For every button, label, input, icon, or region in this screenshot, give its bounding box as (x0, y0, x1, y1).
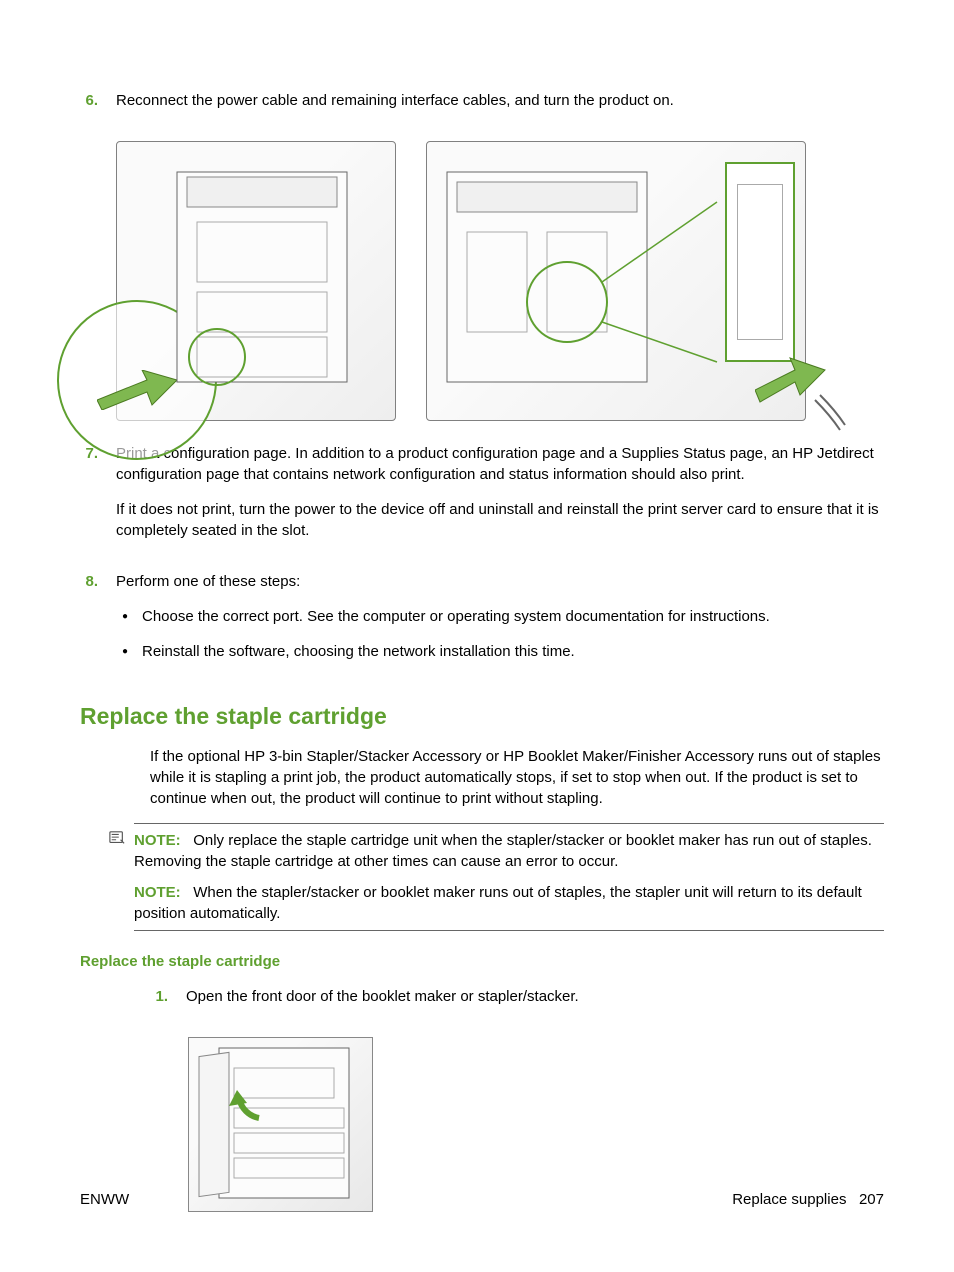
note-icon (108, 830, 126, 846)
step-8: 8. Perform one of these steps: Choose th… (80, 571, 884, 676)
note-label: NOTE: (134, 832, 181, 849)
subsection-heading: Replace the staple cartridge (80, 951, 884, 972)
page-number: 207 (859, 1191, 884, 1208)
note-label: NOTE: (134, 884, 181, 901)
footer-right: Replace supplies 207 (732, 1189, 884, 1210)
step-extra-text: If it does not print, turn the power to … (116, 499, 884, 541)
note-1: NOTE: Only replace the staple cartridge … (134, 830, 884, 872)
step-body: Open the front door of the booklet maker… (186, 986, 884, 1021)
step-text: Print a configuration page. In addition … (116, 443, 884, 485)
sub-step-1: 1. Open the front door of the booklet ma… (150, 986, 884, 1021)
sub-bullet-list: Choose the correct port. See the compute… (116, 606, 884, 662)
step-text: Reconnect the power cable and remaining … (116, 90, 884, 111)
interface-panel-callout (725, 162, 795, 362)
footer-left: ENWW (80, 1189, 129, 1210)
step-body: Perform one of these steps: Choose the c… (116, 571, 884, 676)
note-text: Only replace the staple cartridge unit w… (134, 832, 872, 870)
step-6: 6. Reconnect the power cable and remaini… (80, 90, 884, 125)
list-item: Reinstall the software, choosing the net… (142, 641, 884, 662)
section-heading: Replace the staple cartridge (80, 700, 884, 732)
list-item: Choose the correct port. See the compute… (142, 606, 884, 627)
cable-icon (755, 350, 855, 440)
step-7: 7. Print a configuration page. In additi… (80, 443, 884, 555)
page-content: 6. Reconnect the power cable and remaini… (0, 0, 954, 1272)
step-text: Open the front door of the booklet maker… (186, 986, 884, 1007)
step-number: 1. (150, 986, 186, 1021)
printer-front-illustration (116, 141, 396, 421)
note-2: NOTE: When the stapler/stacker or bookle… (134, 882, 884, 924)
printer-back-illustration (426, 141, 806, 421)
note-block: NOTE: Only replace the staple cartridge … (134, 823, 884, 931)
step-number: 7. (80, 443, 116, 555)
page-footer: ENWW Replace supplies 207 (80, 1189, 884, 1210)
note-text: When the stapler/stacker or booklet make… (134, 884, 862, 922)
footer-section-label: Replace supplies (732, 1191, 846, 1208)
step-number: 6. (80, 90, 116, 125)
step-body: Reconnect the power cable and remaining … (116, 90, 884, 125)
printer-lineart-icon (117, 142, 397, 422)
step-number: 8. (80, 571, 116, 676)
figure-open-door (188, 1037, 373, 1212)
section-intro: If the optional HP 3-bin Stapler/Stacker… (150, 746, 884, 809)
step-text: Perform one of these steps: (116, 571, 884, 592)
step-body: Print a configuration page. In addition … (116, 443, 884, 555)
booklet-maker-lineart-icon (189, 1038, 374, 1213)
figure-reconnect-cables (116, 141, 884, 421)
